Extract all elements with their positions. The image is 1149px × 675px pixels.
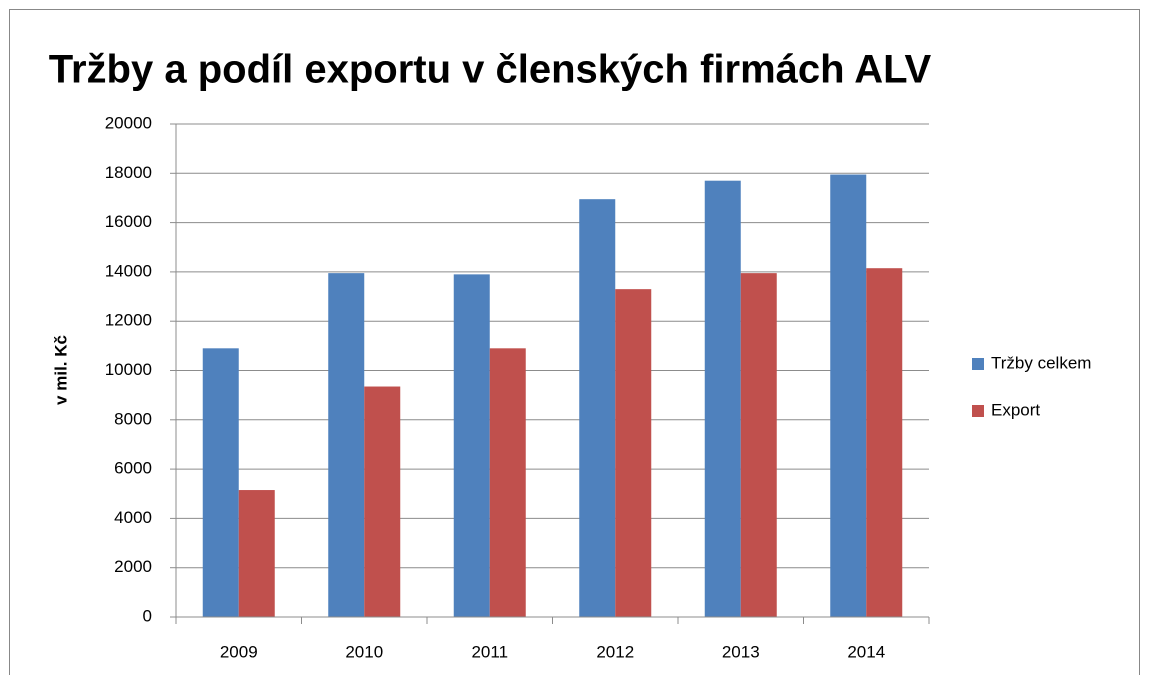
y-tick-label: 0	[143, 606, 152, 625]
bar	[579, 199, 616, 617]
bar	[489, 348, 526, 617]
y-tick-label: 16000	[105, 212, 152, 231]
y-tick-label: 18000	[105, 163, 152, 182]
x-tick-label: 2009	[220, 642, 258, 661]
y-axis-label: v mil. Kč	[51, 335, 70, 405]
legend-swatch	[972, 405, 984, 417]
bar	[453, 274, 490, 617]
y-tick-label: 8000	[114, 409, 152, 428]
y-tick-label: 4000	[114, 508, 152, 527]
x-tick-label: 2011	[471, 642, 508, 661]
x-tick-label: 2012	[596, 642, 634, 661]
bar	[202, 348, 239, 617]
chart-frame	[9, 9, 1140, 675]
x-tick-label: 2013	[722, 642, 760, 661]
y-tick-label: 12000	[105, 311, 152, 330]
bar	[615, 289, 652, 617]
bar	[830, 174, 867, 617]
y-tick-label: 20000	[105, 113, 152, 132]
y-tick-label: 10000	[105, 360, 152, 379]
chart-title: Tržby a podíl exportu v členských firmác…	[49, 48, 932, 92]
bar	[238, 490, 275, 617]
x-tick-label: 2010	[345, 642, 383, 661]
y-tick-label: 14000	[105, 261, 152, 280]
bar	[740, 273, 777, 617]
x-tick-label: 2014	[847, 642, 885, 661]
legend-swatch	[972, 358, 984, 370]
y-tick-label: 6000	[114, 459, 152, 478]
y-tick-label: 2000	[114, 557, 152, 576]
legend-label: Tržby celkem	[991, 353, 1091, 372]
bar	[704, 180, 741, 617]
bar	[866, 268, 903, 617]
bar	[328, 273, 365, 617]
bar	[364, 386, 401, 617]
legend-label: Export	[991, 400, 1040, 419]
